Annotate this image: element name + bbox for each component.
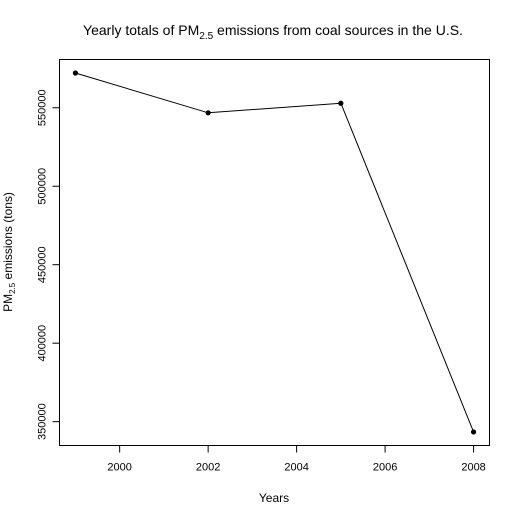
plot-frame [59,59,490,446]
title-main: Yearly totals of PM [83,22,199,38]
y-tick-label: 400000 [37,325,49,362]
title-rest: emissions from coal sources in the U.S. [213,22,463,38]
ylabel-rest: emissions (tons) [1,192,15,283]
data-point [72,70,79,76]
title-subscript: 2.5 [199,31,213,42]
data-point [338,100,344,106]
y-axis: 350000 400000 450000 500000 550000 [37,89,60,440]
chart-title: Yearly totals of PM2.5 emissions from co… [83,22,463,42]
x-tick-label: 2000 [107,462,131,474]
ylabel-subscript: 2.5 [8,282,17,294]
data-point [205,110,211,116]
x-tick-label: 2004 [284,462,308,474]
y-tick-label: 550000 [37,89,49,126]
data-point [470,429,477,435]
y-axis-label: PM2.5 emissions (tons) [1,192,17,312]
y-tick-label: 450000 [37,246,49,283]
ylabel-main: PM [1,294,15,312]
x-tick-label: 2006 [373,462,397,474]
x-axis-label: Years [259,491,289,505]
series-emissions [72,70,477,435]
x-tick-label: 2008 [461,462,485,474]
y-tick-label: 500000 [37,168,49,205]
series-line [75,72,475,433]
x-axis: 2000 2002 2004 2006 2008 [107,445,486,474]
y-tick-label: 350000 [37,403,49,440]
x-tick-label: 2002 [196,462,220,474]
